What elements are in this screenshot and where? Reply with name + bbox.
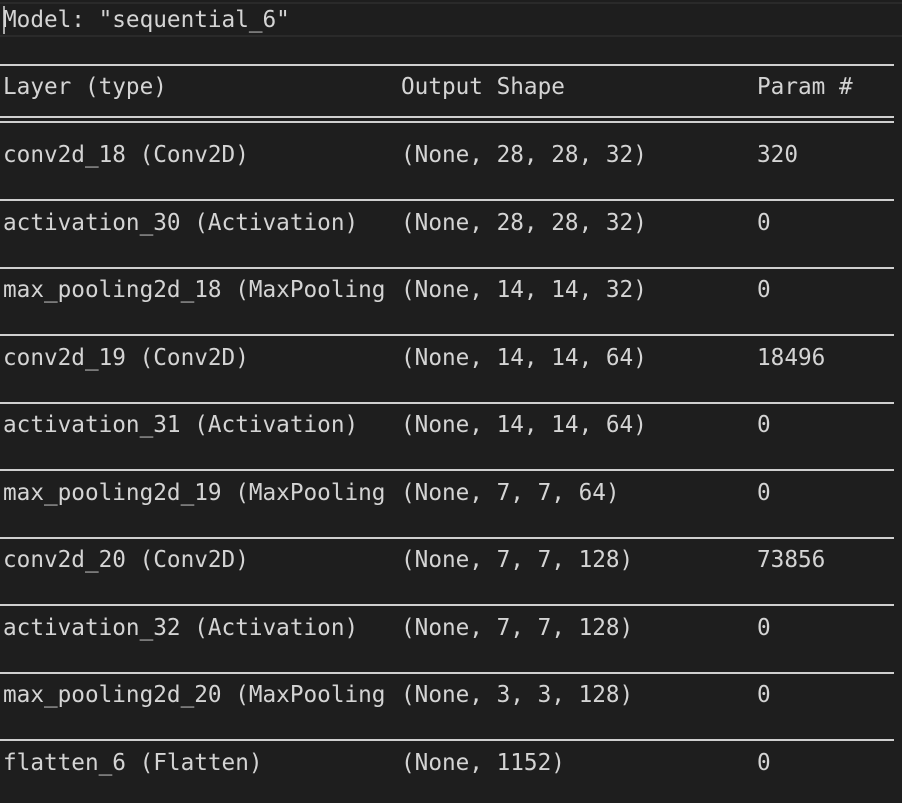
cell-params: 0 <box>757 479 771 506</box>
row-separator <box>0 401 894 404</box>
cell-layer: max_pooling2d_19 (MaxPooling <box>3 479 386 506</box>
row-separator <box>0 671 894 674</box>
cell-output: (None, 28, 28, 32) <box>401 209 647 236</box>
text-cursor <box>3 6 5 34</box>
cell-layer: conv2d_18 (Conv2D) <box>3 142 249 168</box>
model-name: Model: "sequential_6" <box>3 7 290 33</box>
header-params: Param # <box>757 74 853 100</box>
row-separator <box>0 604 894 606</box>
row-separator <box>0 536 894 539</box>
cell-params: 0 <box>757 614 771 641</box>
cell-layer: conv2d_19 (Conv2D) <box>3 344 249 371</box>
header-layer: Layer (type) <box>3 74 167 100</box>
cell-output: (None, 14, 14, 32) <box>401 277 647 303</box>
cell-params: 73856 <box>757 547 826 573</box>
row-separator <box>0 469 894 471</box>
cell-params: 0 <box>757 749 771 776</box>
row-separator <box>0 739 894 741</box>
cell-output: (None, 7, 7, 128) <box>401 614 634 641</box>
cell-layer: max_pooling2d_20 (MaxPooling <box>3 682 386 708</box>
cell-layer: flatten_6 (Flatten) <box>3 749 263 776</box>
cell-output: (None, 1152) <box>401 749 565 776</box>
cell-output: (None, 14, 14, 64) <box>401 344 647 371</box>
double-separator <box>0 116 894 125</box>
cell-output: (None, 7, 7, 64) <box>401 479 620 506</box>
row-separator <box>0 266 894 269</box>
cell-params: 320 <box>757 142 798 168</box>
cell-output: (None, 14, 14, 64) <box>401 412 647 438</box>
cell-params: 0 <box>757 412 771 438</box>
separator <box>0 64 894 66</box>
cell-output: (None, 3, 3, 128) <box>401 682 634 708</box>
cell-output: (None, 28, 28, 32) <box>401 142 647 168</box>
cell-params: 18496 <box>757 344 826 371</box>
row-separator <box>0 199 894 201</box>
cell-layer: max_pooling2d_18 (MaxPooling <box>3 277 386 303</box>
cell-params: 0 <box>757 682 771 708</box>
cell-output: (None, 7, 7, 128) <box>401 547 634 573</box>
output-cell-frame <box>0 2 902 37</box>
cell-params: 0 <box>757 209 771 236</box>
cell-params: 0 <box>757 277 771 303</box>
cell-layer: activation_32 (Activation) <box>3 614 359 641</box>
cell-layer: conv2d_20 (Conv2D) <box>3 547 249 573</box>
cell-layer: activation_30 (Activation) <box>3 209 359 236</box>
row-separator <box>0 334 894 336</box>
cell-layer: activation_31 (Activation) <box>3 412 359 438</box>
header-output-shape: Output Shape <box>401 74 565 100</box>
